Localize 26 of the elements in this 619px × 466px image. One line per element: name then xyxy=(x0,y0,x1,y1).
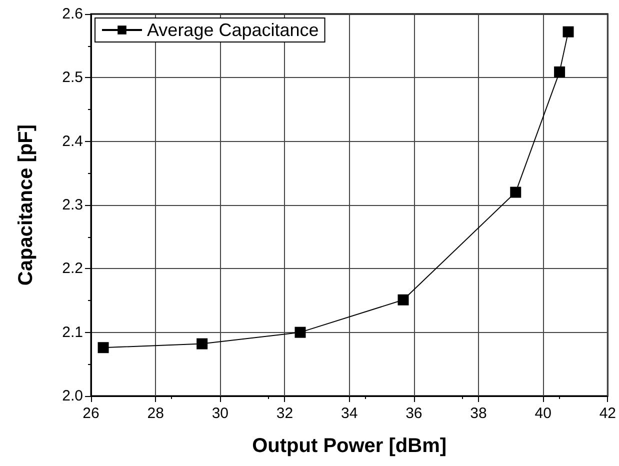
y-tick-label: 2.0 xyxy=(62,388,83,404)
y-tick-label: 2.5 xyxy=(62,69,83,86)
y-tick-label: 2.4 xyxy=(62,132,83,150)
x-tick-label: 28 xyxy=(147,405,164,422)
x-tick-label: 40 xyxy=(534,405,552,422)
x-tick-label: 32 xyxy=(276,405,294,422)
point xyxy=(510,186,522,198)
point xyxy=(562,26,574,38)
x-tick-label: 36 xyxy=(406,405,422,422)
point xyxy=(196,338,208,350)
y-tick-label: 2.6 xyxy=(62,6,83,22)
x-tick-label: 26 xyxy=(82,405,100,422)
point xyxy=(98,342,109,354)
x-tick-label: 34 xyxy=(340,405,358,422)
x-tick-label: 42 xyxy=(599,405,616,422)
y-tick-label: 2.3 xyxy=(62,196,83,214)
point xyxy=(294,326,306,338)
x-tick-label: 38 xyxy=(470,405,487,422)
y-tick-label: 2.1 xyxy=(62,324,83,341)
y-tick-label: 2.2 xyxy=(62,260,83,278)
x-tick-label: 30 xyxy=(212,405,229,422)
point xyxy=(554,66,566,78)
y-axis-title: Capacitance [pF] xyxy=(15,124,37,286)
legend-label: Average Capacitance xyxy=(147,20,319,40)
x-axis-title: Output Power [dBm] xyxy=(252,435,447,457)
point xyxy=(398,294,409,306)
